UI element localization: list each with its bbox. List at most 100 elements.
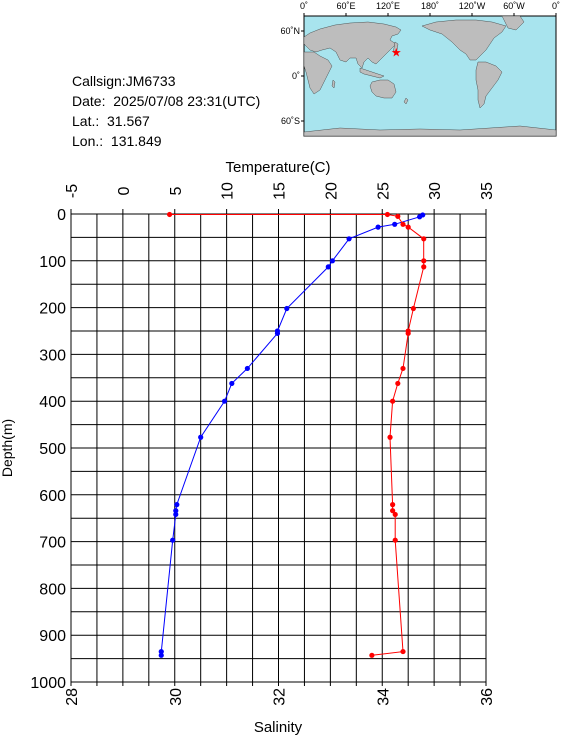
temperature-tick-label: 5 <box>168 186 185 195</box>
map-land <box>303 15 557 137</box>
temperature-point <box>170 537 176 543</box>
salinity-point <box>390 398 396 404</box>
temperature-point <box>346 236 352 242</box>
salinity-point <box>392 537 398 543</box>
location-map: 0˚ 60˚E 120˚E 180˚ 120˚W 60˚W 0˚ 60˚N 0˚ 60˚S ★ <box>280 1 560 137</box>
callsign-text: Callsign:JM6733 <box>72 73 176 89</box>
depth-tick-label: 500 <box>39 441 66 458</box>
depth-tick-label: 300 <box>39 347 66 364</box>
temperature-point <box>158 652 164 658</box>
salinity-tick-label: 36 <box>479 688 496 706</box>
salinity-point <box>410 305 416 312</box>
salinity-tick-label: 34 <box>375 688 392 706</box>
map-lon-label: 60˚W <box>503 1 525 11</box>
temperature-tick-label: 10 <box>220 182 237 200</box>
temperature-point <box>244 365 250 372</box>
salinity-point <box>392 511 398 518</box>
salinity-tick-label: 32 <box>272 688 289 706</box>
depth-tick-label: 0 <box>57 207 66 224</box>
salinity-point <box>421 236 427 242</box>
temperature-point <box>173 511 179 518</box>
depth-axis-title: Depth(m) <box>0 419 15 477</box>
salinity-point <box>421 264 427 270</box>
temperature-tick-label: 25 <box>375 182 392 200</box>
temperature-tick-label: 30 <box>427 182 444 200</box>
depth-tick-label: 800 <box>39 581 66 598</box>
land-north-america <box>421 19 507 61</box>
salinity-point <box>166 211 173 218</box>
salinity-point <box>405 224 411 230</box>
salinity-axis-ticks: 28 30 32 34 36 <box>64 688 496 706</box>
map-lon-label: 120˚E <box>376 1 400 11</box>
temperature-point <box>329 258 336 264</box>
map-lat-labels: 60˚N 0˚ 60˚S <box>280 26 300 126</box>
land-new-zealand <box>403 97 409 105</box>
temperature-axis-title: Temperature(C) <box>225 160 330 176</box>
temperature-point <box>325 264 331 270</box>
temperature-axis-ticks: -5 0 5 10 15 20 25 30 35 <box>64 182 496 214</box>
map-lat-label: 0˚ <box>292 71 300 81</box>
temperature-tick-label: 35 <box>479 182 496 200</box>
temperature-point <box>375 224 381 230</box>
longitude-text: Lon.: 131.849 <box>72 133 162 149</box>
land-south-america <box>475 61 503 109</box>
depth-tick-label: 200 <box>39 301 66 318</box>
temperature-tick-label: 20 <box>323 182 340 200</box>
map-lon-label: 120˚W <box>459 1 486 11</box>
salinity-point <box>400 648 406 655</box>
salinity-tick-label: 28 <box>64 688 81 706</box>
map-lon-label: 0˚ <box>552 1 560 11</box>
salinity-point <box>400 365 406 372</box>
land-eurasia <box>303 21 402 69</box>
temperature-point <box>392 221 398 227</box>
salinity-point <box>395 213 401 219</box>
depth-tick-label: 1000 <box>30 675 66 692</box>
depth-axis-ticks: 0 100 200 300 400 500 600 700 800 900 1000 <box>30 207 66 692</box>
salinity-point <box>369 652 375 658</box>
profile-series <box>158 211 427 658</box>
map-lon-label: 60˚E <box>336 1 355 11</box>
salinity-point <box>384 211 391 218</box>
ctd-profile-chart: -5 0 5 10 15 20 25 30 35 28 30 32 34 36 0 100 200 300 40… <box>0 160 496 736</box>
salinity-axis-title: Salinity <box>254 719 303 736</box>
station-info: Callsign:JM6733 Date: 2025/07/08 23:31(U… <box>72 71 260 151</box>
salinity-point <box>395 380 401 387</box>
land-africa <box>303 51 333 95</box>
land-japan <box>392 41 399 53</box>
salinity-point <box>421 258 427 264</box>
salinity-point <box>405 330 411 336</box>
land-australia <box>369 79 397 99</box>
depth-tick-label: 400 <box>39 394 66 411</box>
depth-tick-label: 900 <box>39 628 66 645</box>
latitude-text: Lat.: 31.567 <box>72 113 150 129</box>
temperature-point <box>158 648 164 655</box>
salinity-line <box>169 214 425 656</box>
temperature-point <box>221 398 228 404</box>
map-lat-label: 60˚N <box>280 26 300 36</box>
temperature-point <box>417 214 423 220</box>
temperature-tick-label: 15 <box>272 182 289 200</box>
temperature-point <box>174 502 180 508</box>
temperature-point <box>173 508 179 514</box>
salinity-point <box>390 502 396 508</box>
map-lon-label: 180˚ <box>421 1 439 11</box>
depth-tick-label: 600 <box>39 488 66 505</box>
land-indonesia <box>359 67 385 79</box>
salinity-point <box>390 508 396 514</box>
land-antarctica <box>303 125 557 137</box>
temperature-tick-label: 0 <box>116 186 133 195</box>
map-lon-label: 0˚ <box>300 1 308 11</box>
depth-tick-label: 100 <box>39 254 66 271</box>
temperature-point <box>198 434 204 440</box>
station-marker-icon: ★ <box>391 45 402 59</box>
map-lon-labels: 0˚ 60˚E 120˚E 180˚ 120˚W 60˚W 0˚ <box>300 1 560 11</box>
temperature-point <box>284 305 290 312</box>
temperature-point <box>229 380 235 387</box>
salinity-tick-label: 30 <box>168 688 185 706</box>
salinity-point <box>400 221 406 227</box>
salinity-point <box>387 434 393 440</box>
land-madagascar <box>331 79 336 89</box>
map-lat-label: 60˚S <box>281 116 300 126</box>
land-greenland <box>501 15 525 31</box>
temperature-point <box>274 330 281 336</box>
